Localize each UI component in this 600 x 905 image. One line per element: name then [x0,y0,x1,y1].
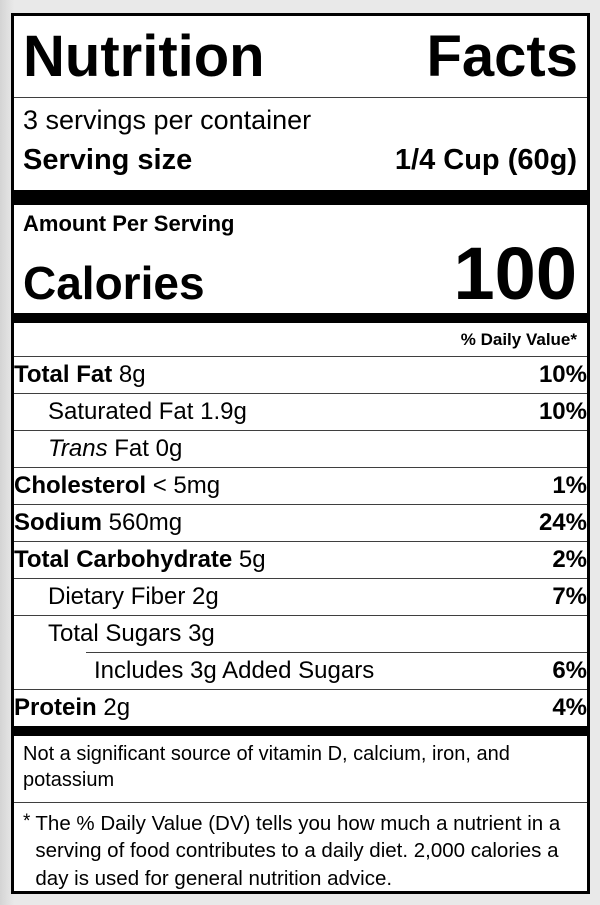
daily-value-header: % Daily Value* [460,329,577,349]
nutrient-row: Includes 3g Added Sugars 6% [14,653,587,689]
row-divider [14,466,587,468]
nutrient-row: Dietary Fiber 2g 7% [14,579,587,615]
nutrient-amount: 560mg [102,508,183,536]
calories-row: Calories 100 [14,231,587,315]
nutrient-amount: 1.9g [193,397,247,425]
calories-label: Calories [23,256,205,309]
nutrient-daily-value: 4% [552,693,587,721]
nutrient-row: Total Carbohydrate 5g 2% [14,542,587,578]
row-divider [14,688,587,690]
nutrition-facts-label: Nutrition Facts 3 servings per container… [11,13,590,894]
thick-separator-bar [14,189,587,205]
nutrient-daily-value: 24% [538,508,587,536]
daily-value-divider [14,355,587,357]
nutrient-daily-value: 1% [552,471,587,499]
nutrient-amount: 5g [232,545,266,573]
footnote-text: The % Daily Value (DV) tells you how muc… [35,811,561,890]
serving-size-row: Serving size 1/4 Cup (60g) [14,138,587,190]
nutrient-daily-value: 6% [552,656,587,684]
row-divider [14,540,587,542]
row-divider [14,392,587,394]
nutrient-daily-value: 10% [538,397,587,425]
nutrient-name: Protein [14,693,97,721]
nutrient-name-italic: Trans [48,434,115,462]
row-divider [14,429,587,431]
row-divider [14,577,587,579]
nutrient-name: Cholesterol [14,471,147,499]
nutrient-name: Saturated Fat [48,397,194,425]
nutrient-row: Sodium 560mg 24% [14,505,587,541]
nutrient-row: Cholesterol < 5mg 1% [14,468,587,504]
nutrient-name: Sodium [14,508,102,536]
nutrient-name: Total Sugars [48,619,182,647]
medium-separator-bar-top [14,312,587,323]
nutrient-amount: < 5mg [146,471,221,499]
nutrient-name: Includes 3g Added Sugars [94,656,375,684]
servings-per-container: 3 servings per container [23,104,312,135]
title-divider [14,96,587,98]
nutrient-row: Trans Fat 0g [14,431,587,467]
nutrient-name: Total Carbohydrate [14,545,233,573]
amount-per-serving-label: Amount Per Serving [23,210,235,236]
row-divider [14,614,587,616]
nutrient-name: Fat [114,434,149,462]
daily-value-footnote: * The % Daily Value (DV) tells you how m… [14,803,587,891]
nutrient-amount: 3g [181,619,215,647]
nutrient-amount: 2g [96,693,131,721]
nutrient-name: Total Fat [14,360,113,388]
nutrient-amount: 0g [148,434,183,462]
nutrient-row: Protein 2g 4% [14,690,587,726]
row-divider [14,503,587,505]
nutrient-row: Total Fat 8g 10% [14,357,587,393]
nutrient-row: Saturated Fat 1.9g 10% [14,394,587,430]
nutrient-rows: Total Fat 8g 10% Saturated Fat 1.9g 10% … [14,357,587,726]
serving-size-value: 1/4 Cup (60g) [394,143,577,176]
calories-value: 100 [453,231,577,315]
nutrient-row: Total Sugars 3g [14,616,587,652]
nutrient-amount: 2g [185,582,219,610]
row-divider [86,651,587,653]
nutrient-daily-value: 2% [552,545,587,573]
medium-separator-bar-bottom [14,725,587,736]
nutrient-daily-value: 10% [538,360,587,388]
footnote-divider [14,801,587,803]
nutrient-name: Dietary Fiber [48,582,186,610]
nutrient-amount: 8g [112,360,146,388]
footnote-asterisk: * [23,810,31,832]
label-title: Nutrition Facts [23,24,578,89]
nutrient-daily-value: 7% [552,582,587,610]
insignificant-source-note: Not a significant source of vitamin D, c… [23,742,510,791]
serving-size-label: Serving size [23,143,193,176]
